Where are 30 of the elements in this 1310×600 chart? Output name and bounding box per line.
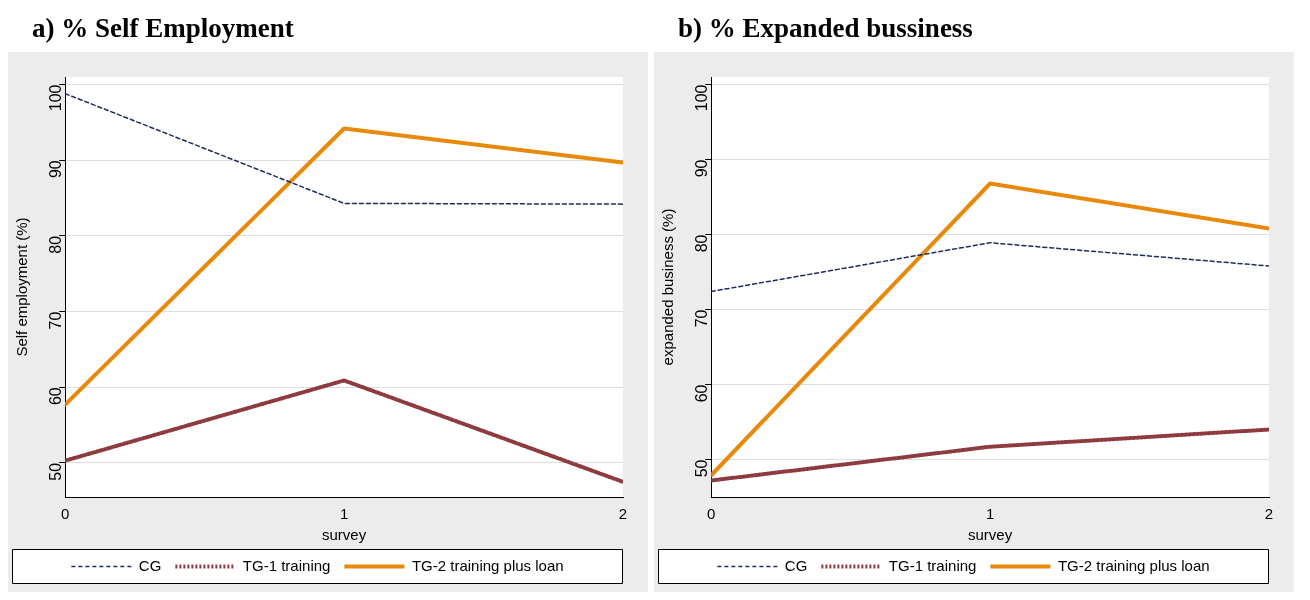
y-tick-label: 100 — [46, 84, 64, 112]
y-tick-label: 90 — [692, 159, 710, 178]
legend-label: TG-2 training plus loan — [411, 556, 564, 574]
y-tick-label: 70 — [46, 311, 64, 330]
y-tick-label: 60 — [46, 387, 64, 406]
y-tick-label: 90 — [46, 160, 64, 179]
y-axis-title: expanded business (%) — [659, 208, 677, 366]
y-tick-label: 50 — [692, 459, 710, 478]
x-tick-label: 2 — [618, 505, 628, 523]
legend-label: TG-1 training — [242, 556, 331, 574]
x-tick-label: 2 — [1264, 505, 1274, 523]
x-tick-label: 0 — [707, 505, 716, 523]
x-tick-label: 1 — [985, 505, 995, 523]
x-tick-label: 0 — [61, 505, 70, 523]
x-axis-title: survey — [968, 526, 1013, 544]
chart-title: a) % Self Employment — [31, 12, 295, 45]
y-tick-label: 50 — [46, 462, 64, 481]
y-tick-label: 80 — [692, 234, 710, 253]
x-tick-label: 1 — [339, 505, 349, 523]
y-tick-label: 80 — [46, 235, 64, 254]
y-tick-label: 60 — [692, 384, 710, 403]
legend-label: CG — [138, 556, 162, 574]
y-tick-label: 100 — [692, 84, 710, 112]
legend-label: CG — [784, 556, 808, 574]
y-tick-label: 70 — [692, 309, 710, 328]
chart-title: b) % Expanded bussiness — [677, 12, 974, 45]
legend-label: TG-1 training — [888, 556, 977, 574]
legend-label: TG-2 training plus loan — [1057, 556, 1210, 574]
x-axis-title: survey — [322, 526, 367, 544]
y-axis-title: Self employment (%) — [13, 217, 31, 357]
